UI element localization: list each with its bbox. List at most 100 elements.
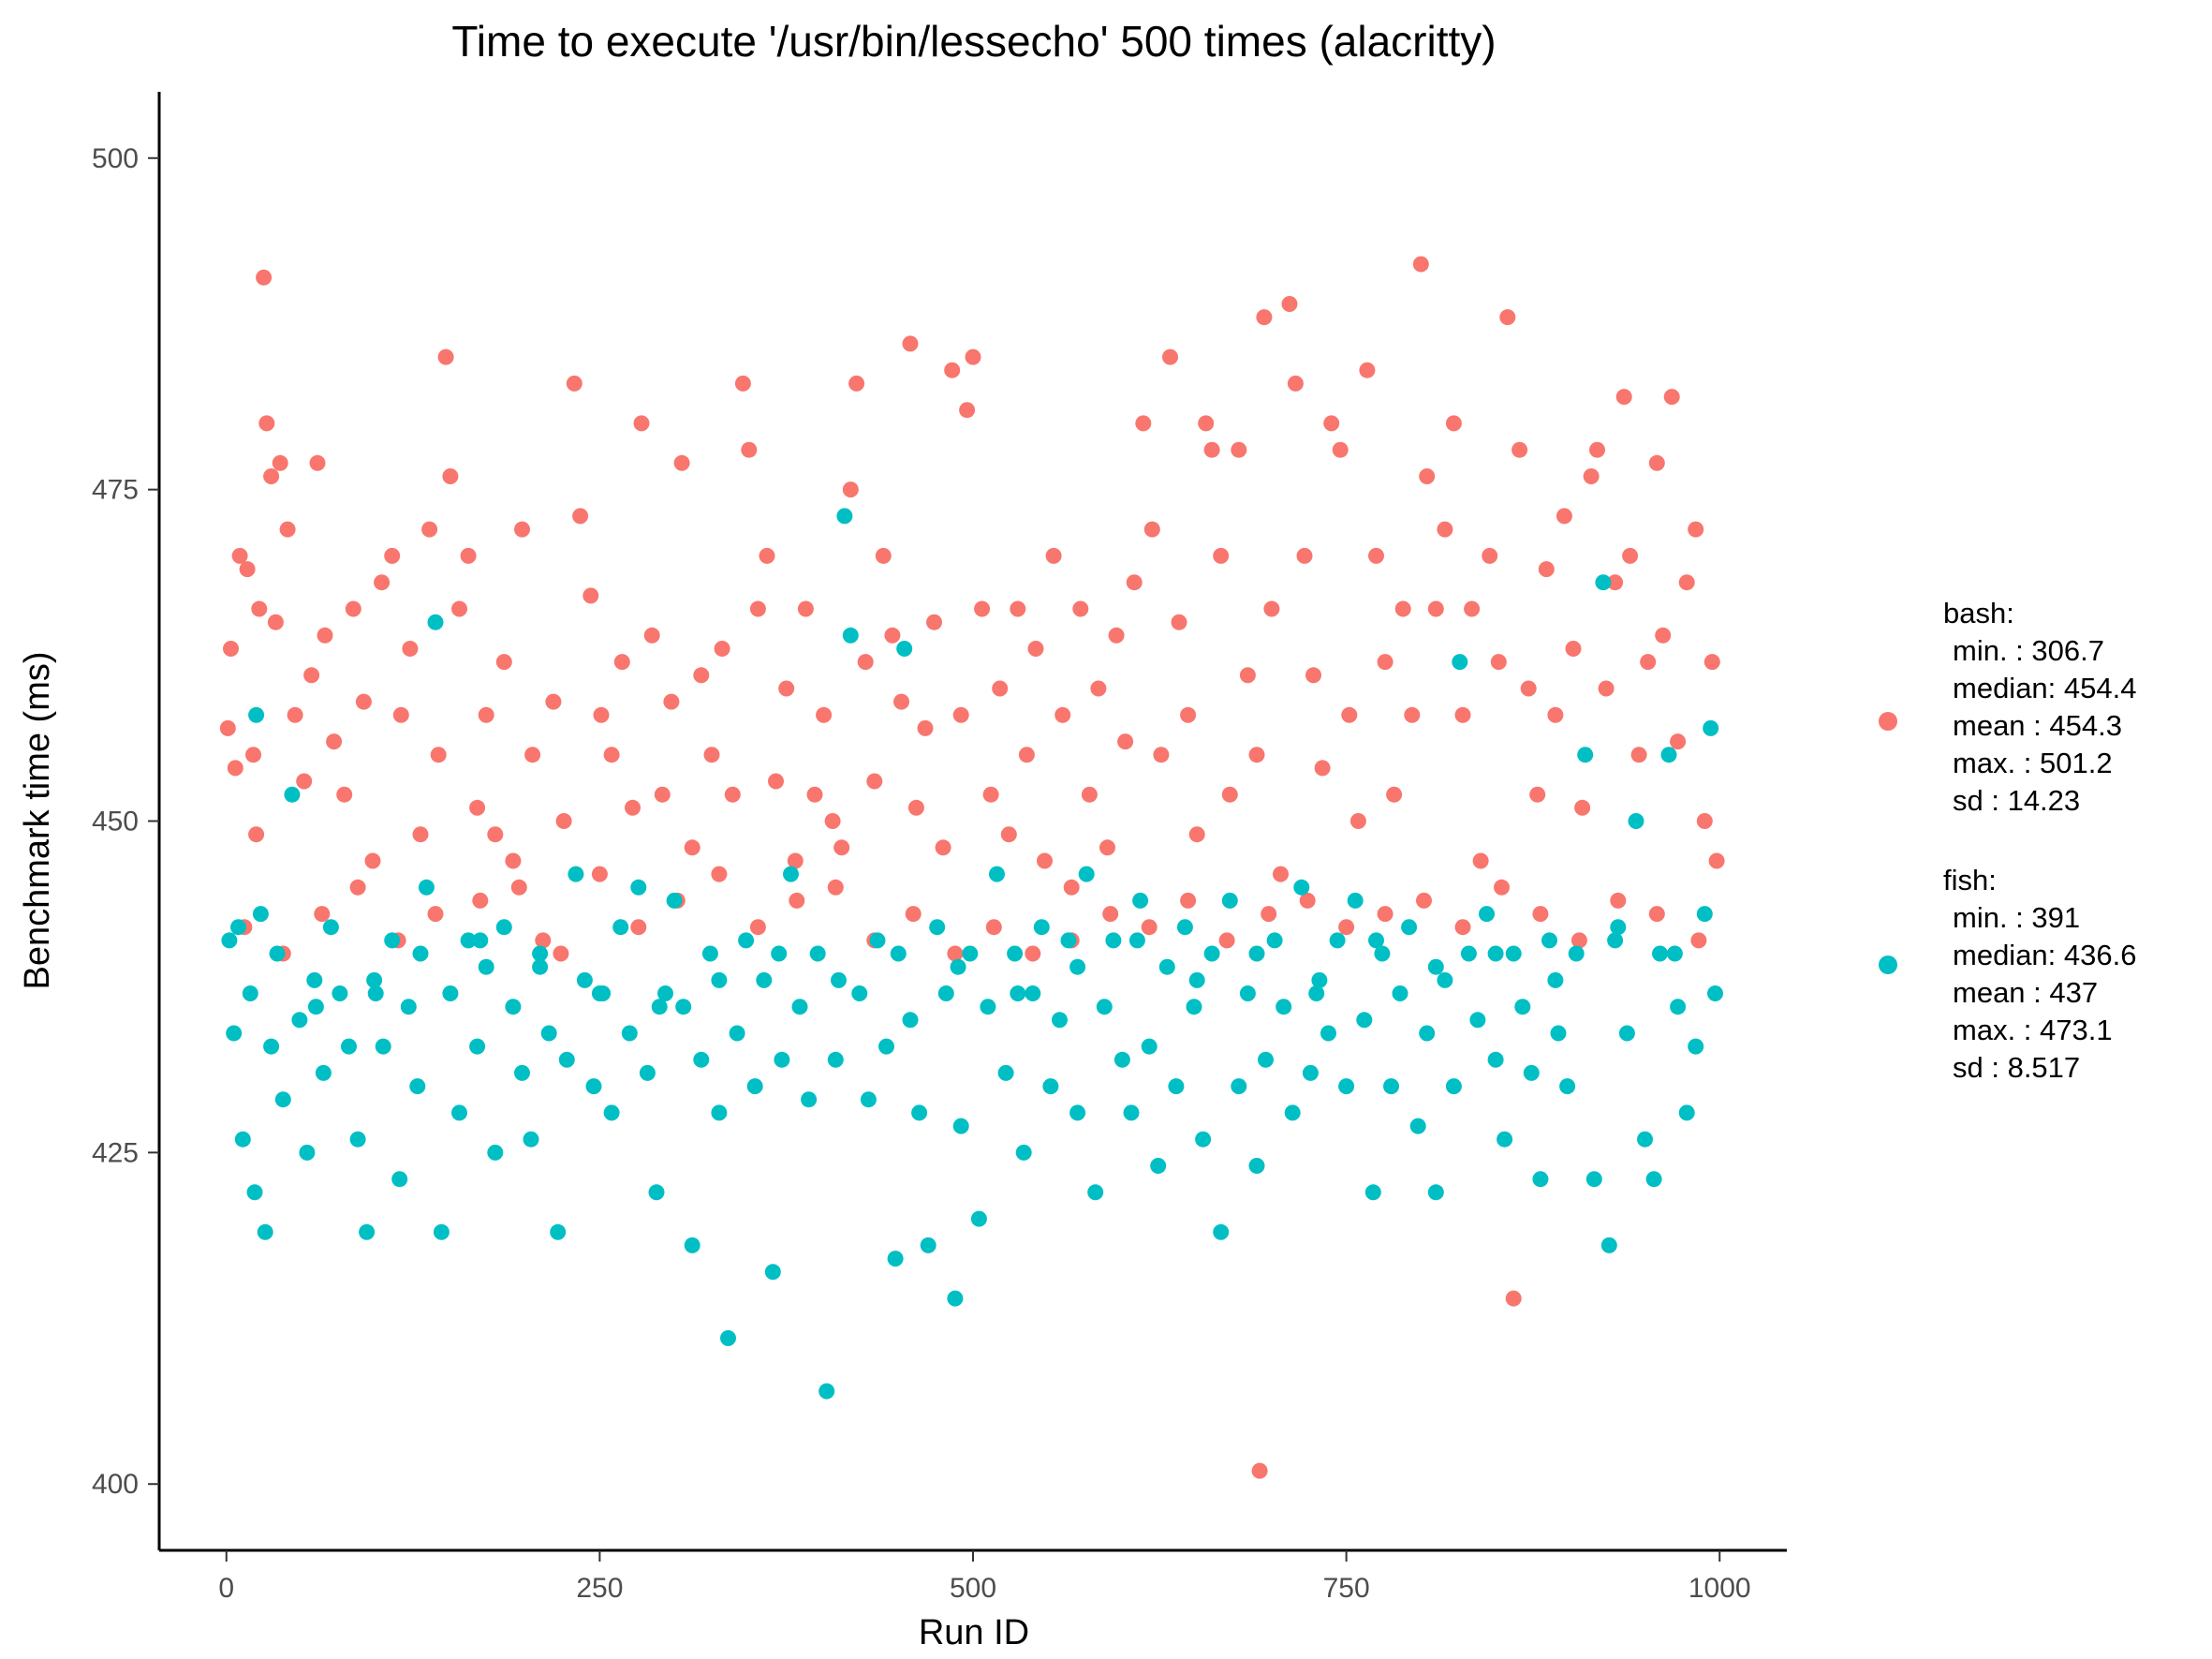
bash-point <box>816 706 833 723</box>
bash-point <box>451 600 467 617</box>
fish-point <box>890 945 907 962</box>
fish-point <box>729 1025 745 1042</box>
fish-point <box>1469 1012 1486 1029</box>
bash-point <box>555 813 572 829</box>
fish-point <box>1460 945 1477 962</box>
bash-point <box>1141 919 1158 936</box>
fish-point <box>920 1237 936 1253</box>
fish-point <box>315 1064 332 1081</box>
bash-point <box>1454 706 1471 723</box>
bash-point <box>1670 733 1687 750</box>
fish-point <box>950 958 966 975</box>
fish-point <box>1364 1184 1381 1201</box>
bash-point <box>349 879 366 896</box>
bash-point <box>303 667 320 684</box>
fish-point <box>1258 1051 1274 1068</box>
fish-point <box>1158 958 1175 975</box>
fish-point <box>1042 1078 1059 1095</box>
fish-point <box>274 1091 291 1108</box>
fish-point <box>532 958 549 975</box>
fish-point <box>523 1131 539 1148</box>
fish-point <box>495 919 512 936</box>
fish-point <box>1078 866 1095 882</box>
fish-point <box>558 1051 575 1068</box>
y-tick-label: 475 <box>92 475 139 506</box>
fish-point <box>505 999 522 1015</box>
bash-point <box>1589 441 1605 458</box>
fish-point <box>1320 1025 1336 1042</box>
fish-point <box>1128 932 1145 949</box>
fish-point <box>1707 985 1723 1001</box>
fish-point <box>1660 747 1677 763</box>
fish-point <box>746 1078 763 1095</box>
fish-point <box>1302 1064 1319 1081</box>
bash-point <box>827 879 844 896</box>
bash-point <box>256 269 273 286</box>
fish-point <box>1479 906 1495 923</box>
fish-point <box>1113 1051 1130 1068</box>
fish-point <box>630 879 647 896</box>
bash-point <box>768 773 784 790</box>
fish-point <box>1338 1078 1355 1095</box>
bash-point <box>1690 932 1707 949</box>
x-axis-label: Run ID <box>919 1613 1029 1652</box>
fish-point <box>469 1038 486 1055</box>
fish-point <box>1087 1184 1104 1201</box>
bash-point <box>1287 375 1304 392</box>
fish-point <box>1645 1171 1662 1188</box>
bash-point <box>1256 309 1273 326</box>
axes <box>157 92 1787 1552</box>
fish-point <box>1203 945 1220 962</box>
bash-point <box>231 547 248 564</box>
fish-point <box>1069 1104 1086 1121</box>
y-tick-label: 450 <box>92 807 139 837</box>
bash-point <box>1135 415 1152 432</box>
fish-point <box>540 1025 557 1042</box>
fish-point <box>322 919 339 936</box>
fish-point <box>349 1131 366 1148</box>
legend-key-fish <box>1879 955 1897 974</box>
fish-point <box>603 1104 620 1121</box>
fish-point <box>384 932 401 949</box>
fish-point <box>1356 1012 1373 1029</box>
fish-point <box>980 999 996 1015</box>
bash-point <box>693 667 710 684</box>
bash-point <box>1598 680 1615 697</box>
bash-point <box>239 561 256 578</box>
bash-point <box>603 747 620 763</box>
fish-point <box>1610 919 1627 936</box>
fish-point <box>1221 892 1238 909</box>
bash-point <box>1547 706 1564 723</box>
fish-point <box>1437 971 1453 988</box>
fish-point <box>711 971 728 988</box>
fish-point <box>1266 932 1283 949</box>
fish-point <box>1523 1064 1540 1081</box>
fish-point <box>1559 1078 1576 1095</box>
bash-point <box>1648 906 1665 923</box>
fish-point <box>818 1383 835 1400</box>
bash-point <box>472 892 489 909</box>
bash-point <box>223 641 239 657</box>
bash-point <box>1063 879 1080 896</box>
bash-point <box>572 508 589 525</box>
legend-stat-line: sd : 8.517 <box>1953 1051 2080 1084</box>
bash-point <box>1472 852 1489 869</box>
fish-point <box>827 1051 844 1068</box>
fish-point <box>1213 1223 1230 1240</box>
bash-point <box>505 852 522 869</box>
fish-point <box>1033 919 1050 936</box>
fish-point <box>1637 1131 1653 1148</box>
fish-point <box>1696 906 1713 923</box>
fish-point <box>997 1064 1014 1081</box>
bash-point <box>1188 826 1205 843</box>
fish-point <box>1105 932 1122 949</box>
fish-point <box>460 932 477 949</box>
legend-stat-line: min. : 306.7 <box>1953 634 2104 667</box>
fish-point <box>809 945 826 962</box>
bash-point <box>875 547 892 564</box>
bash-point <box>787 852 804 869</box>
bash-point <box>1416 892 1432 909</box>
fish-point <box>1585 1171 1602 1188</box>
fish-point <box>648 1184 665 1201</box>
fish-point <box>911 1104 928 1121</box>
